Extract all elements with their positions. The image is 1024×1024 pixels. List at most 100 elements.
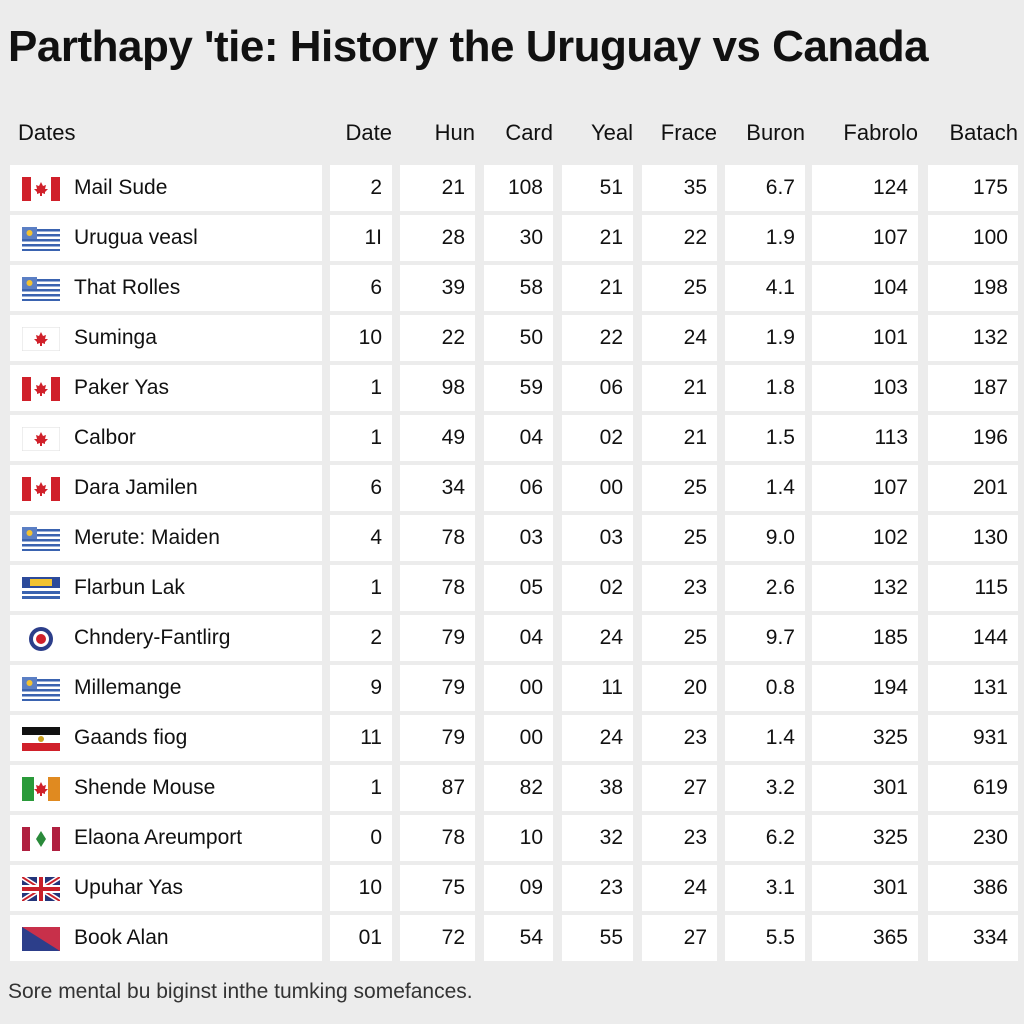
flag-icon <box>22 477 60 501</box>
cell-value: 39 <box>400 265 475 311</box>
cell-value: 25 <box>642 465 717 511</box>
cell-value: 3.2 <box>725 765 805 811</box>
cell-value: 38 <box>562 765 633 811</box>
cell-value: 102 <box>812 515 918 561</box>
cell-value: 201 <box>928 465 1018 511</box>
cell-value: 24 <box>642 315 717 361</box>
column-header: Card <box>505 120 553 145</box>
title: Parthapy 'tie: History the Uruguay vs Ca… <box>8 22 929 71</box>
cell-value: 1 <box>330 415 392 461</box>
cell-value: 00 <box>484 665 553 711</box>
flag-icon <box>29 627 53 651</box>
cell-value: 104 <box>812 265 918 311</box>
flag-icon <box>22 427 60 451</box>
cell-value: 9.0 <box>725 515 805 561</box>
cell-value: 1 <box>330 565 392 611</box>
row-name: Flarbun Lak <box>10 565 322 611</box>
cell-value: 107 <box>812 465 918 511</box>
cell-value: 301 <box>812 765 918 811</box>
cell-value: 58 <box>484 265 553 311</box>
cell-value: 132 <box>812 565 918 611</box>
cell-value: 24 <box>642 865 717 911</box>
cell-value: 0.8 <box>725 665 805 711</box>
flag-icon <box>22 277 60 301</box>
cell-value: 27 <box>642 765 717 811</box>
cell-value: 75 <box>400 865 475 911</box>
cell-value: 04 <box>484 615 553 661</box>
cell-value: 130 <box>928 515 1018 561</box>
cell-value: 21 <box>642 415 717 461</box>
flag-icon <box>22 927 60 951</box>
cell-value: 1.4 <box>725 465 805 511</box>
cell-value: 101 <box>812 315 918 361</box>
column-header: Fabrolo <box>843 120 918 145</box>
cell-value: 113 <box>812 415 918 461</box>
cell-value: 175 <box>928 165 1018 211</box>
cell-value: 23 <box>642 815 717 861</box>
cell-value: 32 <box>562 815 633 861</box>
cell-value: 103 <box>812 365 918 411</box>
column-header: Batach <box>949 120 1019 145</box>
cell-value: 21 <box>642 365 717 411</box>
row-name: Upuhar Yas <box>10 865 322 911</box>
cell-value: 325 <box>812 815 918 861</box>
cell-value: 51 <box>562 165 633 211</box>
row-name: Urugua veasl <box>10 215 322 261</box>
cell-value: 196 <box>928 415 1018 461</box>
cell-value: 00 <box>562 465 633 511</box>
row-name: Millemange <box>10 665 322 711</box>
cell-value: 185 <box>812 615 918 661</box>
cell-value: 02 <box>562 565 633 611</box>
flag-icon <box>22 527 60 551</box>
cell-value: 06 <box>562 365 633 411</box>
cell-value: 78 <box>400 515 475 561</box>
flag-icon <box>22 677 60 701</box>
cell-value: 9 <box>330 665 392 711</box>
row-name: Shende Mouse <box>10 765 322 811</box>
cell-value: 3.1 <box>725 865 805 911</box>
row-name: Chndery-Fantlirg <box>10 615 322 661</box>
flag-icon <box>22 377 60 401</box>
cell-value: 23 <box>642 565 717 611</box>
cell-value: 05 <box>484 565 553 611</box>
cell-value: 131 <box>928 665 1018 711</box>
flag-icon <box>22 727 60 751</box>
cell-value: 21 <box>400 165 475 211</box>
cell-value: 22 <box>562 315 633 361</box>
flag-icon <box>22 227 60 251</box>
cell-value: 28 <box>400 215 475 261</box>
cell-value: 54 <box>484 915 553 961</box>
cell-value: 24 <box>562 615 633 661</box>
cell-value: 98 <box>400 365 475 411</box>
flag-icon <box>22 827 60 851</box>
row-name: Dara Jamilen <box>10 465 322 511</box>
cell-value: 72 <box>400 915 475 961</box>
cell-value: 1.9 <box>725 215 805 261</box>
row-name: That Rolles <box>10 265 322 311</box>
cell-value: 09 <box>484 865 553 911</box>
cell-value: 365 <box>812 915 918 961</box>
cell-value: 78 <box>400 565 475 611</box>
cell-value: 100 <box>928 215 1018 261</box>
cell-value: 79 <box>400 615 475 661</box>
cell-value: 23 <box>562 865 633 911</box>
cell-value: 00 <box>484 715 553 761</box>
row-name: Mail Sude <box>10 165 322 211</box>
column-header: Frace <box>660 120 717 145</box>
cell-value: 87 <box>400 765 475 811</box>
cell-value: 115 <box>928 565 1018 611</box>
cell-value: 55 <box>562 915 633 961</box>
cell-value: 194 <box>812 665 918 711</box>
cell-value: 04 <box>484 415 553 461</box>
cell-value: 108 <box>484 165 553 211</box>
row-name: Elaona Areumport <box>10 815 322 861</box>
cell-value: 6.2 <box>725 815 805 861</box>
flag-icon <box>22 577 60 601</box>
cell-value: 01 <box>330 915 392 961</box>
cell-value: 187 <box>928 365 1018 411</box>
column-header: Hun <box>434 120 475 145</box>
cell-value: 2 <box>330 615 392 661</box>
cell-value: 21 <box>562 265 633 311</box>
cell-value: 1.4 <box>725 715 805 761</box>
cell-value: 79 <box>400 715 475 761</box>
